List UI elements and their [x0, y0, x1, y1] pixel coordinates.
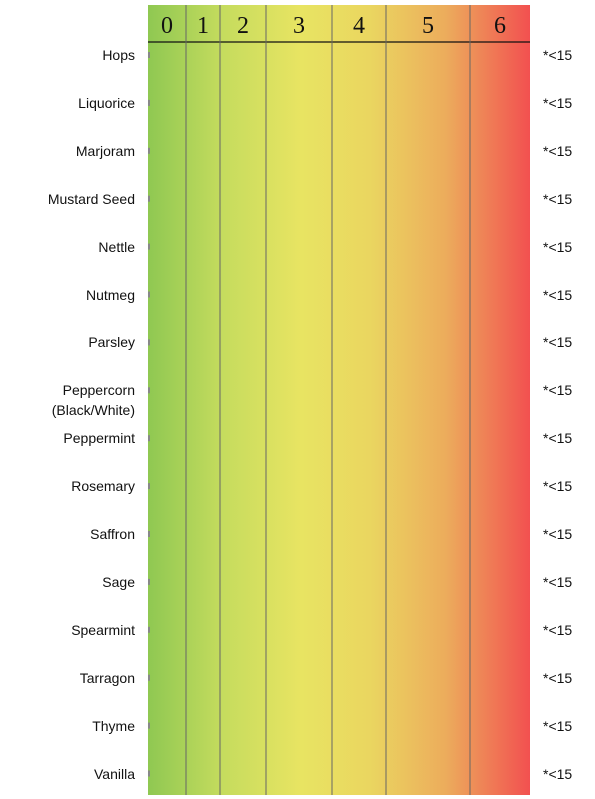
row-label: Mustard Seed: [47, 190, 135, 207]
row-label: Tarragon: [79, 669, 135, 686]
class-label: 1: [197, 13, 209, 39]
row-result: *<15: [543, 669, 573, 686]
row-marker: [148, 531, 150, 537]
row-marker: [148, 99, 150, 106]
row-marker: [148, 626, 150, 633]
class-label: 6: [494, 13, 506, 39]
row-label: Rosemary: [71, 478, 135, 495]
row-result: *<15: [543, 765, 573, 782]
class-label: 0: [161, 13, 173, 39]
row-label: Nutmeg: [85, 286, 135, 303]
row-result: *<15: [543, 621, 573, 638]
row-label: Marjoram: [75, 142, 135, 159]
row-result: *<15: [543, 382, 573, 399]
gradient: [148, 5, 530, 795]
row-marker: [148, 674, 150, 681]
row-marker: [148, 243, 150, 250]
row-result: *<15: [543, 238, 573, 255]
row-result: *<15: [543, 717, 573, 734]
row-marker: [148, 722, 150, 729]
row-marker: [148, 387, 150, 394]
row-marker: [148, 435, 150, 442]
row-label: Liquorice: [78, 94, 135, 111]
class-label: 5: [422, 13, 434, 39]
row-label: Spearmint: [71, 621, 135, 638]
row-label: Peppercorn (Black/White): [51, 382, 135, 419]
row-label: Hops: [102, 47, 135, 63]
row-label: Saffron: [90, 526, 135, 542]
row-result: *<15: [543, 47, 573, 63]
class-label: 4: [353, 13, 365, 39]
row-marker: [148, 195, 150, 202]
row-label: Thyme: [92, 717, 135, 734]
row-label: Nettle: [98, 238, 135, 255]
row-result: *<15: [543, 286, 573, 303]
class-label: 2: [237, 13, 249, 39]
row-label: Sage: [102, 573, 135, 590]
row-result: *<15: [543, 478, 573, 495]
row-label: Parsley: [88, 334, 135, 351]
row-result: *<15: [543, 190, 573, 207]
row-marker: [148, 578, 150, 585]
row-result: *<15: [543, 430, 573, 447]
row-result: *<15: [543, 94, 573, 111]
row-label: Vanilla: [94, 765, 135, 782]
row-result: *<15: [543, 142, 573, 159]
row-marker: [148, 52, 150, 58]
row-marker: [148, 339, 150, 346]
row-result: *<15: [543, 526, 573, 542]
row-marker: [148, 291, 150, 298]
row-result: *<15: [543, 334, 573, 351]
row-result: *<15: [543, 573, 573, 590]
row-marker: [148, 770, 150, 777]
row-marker: [148, 147, 150, 154]
row-label: Peppermint: [63, 430, 135, 447]
row-marker: [148, 483, 150, 490]
class-label: 3: [293, 13, 305, 39]
